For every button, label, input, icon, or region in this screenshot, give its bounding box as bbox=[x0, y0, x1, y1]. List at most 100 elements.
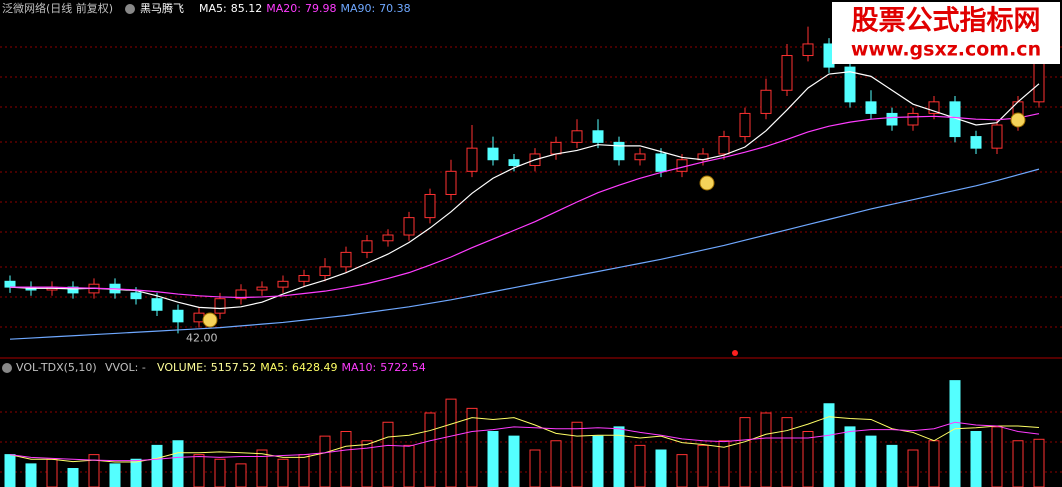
candle-body bbox=[277, 280, 289, 288]
volume-bar bbox=[697, 444, 709, 487]
candle-body bbox=[172, 309, 184, 323]
volume-bar bbox=[151, 444, 163, 487]
signals bbox=[202, 112, 1026, 356]
volume-bar bbox=[298, 454, 310, 487]
volume-bar bbox=[886, 444, 898, 487]
candle-body bbox=[445, 170, 457, 195]
volume-bar bbox=[592, 435, 604, 487]
candle-body bbox=[214, 298, 226, 314]
volume-bar bbox=[949, 380, 961, 487]
volume-bar bbox=[277, 458, 289, 487]
buy-signal-icon bbox=[202, 312, 218, 328]
volume-bar bbox=[487, 431, 499, 487]
candle-body bbox=[802, 43, 814, 57]
candle-body bbox=[298, 275, 310, 282]
candle-body bbox=[907, 112, 919, 126]
volume-bar bbox=[130, 458, 142, 487]
candle-body bbox=[151, 298, 163, 311]
candle-body bbox=[655, 153, 667, 172]
candle-body bbox=[4, 280, 16, 288]
buy-signal-icon bbox=[699, 175, 715, 191]
menu-icon[interactable] bbox=[125, 4, 135, 14]
volume-bar bbox=[214, 458, 226, 487]
legend-text: MA5: bbox=[260, 361, 288, 374]
watermark-url: www.gsxz.com.cn bbox=[851, 39, 1041, 61]
header-bg bbox=[0, 0, 400, 17]
candle-body bbox=[676, 159, 688, 172]
candle-body bbox=[613, 141, 625, 161]
volume-bar bbox=[256, 449, 268, 487]
candle-body bbox=[508, 159, 520, 167]
candle-body bbox=[382, 234, 394, 242]
volume-bar bbox=[1012, 440, 1024, 487]
volume-bar bbox=[970, 431, 982, 487]
volume-bar bbox=[760, 412, 772, 487]
price-legend: MA5: 85.12 MA20: 79.98 MA90: 70.38 bbox=[199, 2, 411, 15]
volume-bar bbox=[571, 421, 583, 487]
volume-bar bbox=[361, 440, 373, 487]
volume-bar bbox=[529, 449, 541, 487]
candle-body bbox=[319, 266, 331, 277]
volume-bar bbox=[319, 435, 331, 487]
volume-bar bbox=[739, 417, 751, 487]
volume-bar bbox=[844, 426, 856, 487]
volume-bar bbox=[67, 468, 79, 487]
legend-text: 85.12 bbox=[231, 2, 263, 15]
ma-line bbox=[10, 112, 1040, 299]
legend-text: MA10: bbox=[342, 361, 377, 374]
volume-bar bbox=[340, 431, 352, 487]
candle-body bbox=[886, 112, 898, 126]
watermark: 股票公式指标网 www.gsxz.com.cn bbox=[832, 2, 1060, 64]
vol-title: VOL-TDX(5,10) bbox=[16, 361, 97, 374]
volume-bar bbox=[109, 463, 121, 487]
volume-bar bbox=[802, 431, 814, 487]
candle-body bbox=[760, 89, 772, 114]
watermark-bg bbox=[832, 2, 1060, 64]
header: 泛微网络(日线 前复权) 黑马腾飞 MA5: 85.12 MA20: 79.98 MA9… bbox=[0, 0, 460, 375]
volume-bar bbox=[46, 458, 58, 487]
volume-bar bbox=[382, 421, 394, 487]
candle-body bbox=[844, 66, 856, 103]
volume-bar bbox=[550, 440, 562, 487]
legend-text: MA90: bbox=[340, 2, 375, 15]
candle-body bbox=[193, 312, 205, 323]
candle-body bbox=[592, 130, 604, 143]
legend-text: 5157.52 bbox=[211, 361, 257, 374]
legend-text: 5722.54 bbox=[380, 361, 426, 374]
volume-bar bbox=[991, 426, 1003, 487]
vol-legend: VOLUME: 5157.52 MA5: 6428.49 MA10: 5722.54 bbox=[157, 361, 426, 374]
candle-body bbox=[487, 147, 499, 161]
candle-body bbox=[130, 292, 142, 300]
volume-bar bbox=[4, 454, 16, 487]
candle-body bbox=[340, 251, 352, 268]
candle-body bbox=[256, 286, 268, 291]
candle-body bbox=[634, 153, 646, 161]
candle-body bbox=[781, 55, 793, 91]
candle-body bbox=[403, 217, 415, 236]
candle-body bbox=[718, 136, 730, 155]
low-label: 42.00 bbox=[186, 331, 218, 344]
ma-line bbox=[9, 168, 1040, 340]
vol-ma-line bbox=[9, 421, 1040, 462]
candle-body bbox=[571, 130, 583, 143]
candle-body bbox=[235, 289, 247, 300]
candle-body bbox=[361, 240, 373, 253]
volume-bar bbox=[25, 463, 37, 487]
legend-text: 6428.49 bbox=[292, 361, 338, 374]
candle-body bbox=[991, 124, 1003, 149]
candle-body bbox=[739, 112, 751, 138]
volume-bar bbox=[718, 440, 730, 487]
volume-bar bbox=[193, 454, 205, 487]
legend-text: VOLUME: bbox=[157, 361, 207, 374]
volume-bar bbox=[781, 417, 793, 487]
indicator-name: 黑马腾飞 bbox=[140, 1, 184, 15]
volume-bar bbox=[1033, 438, 1045, 487]
volume-bar bbox=[634, 444, 646, 487]
volume-bar bbox=[88, 454, 100, 487]
volume-bar bbox=[613, 426, 625, 487]
volume-bar bbox=[445, 398, 457, 487]
volume-bar bbox=[235, 463, 247, 487]
menu-icon[interactable] bbox=[2, 363, 12, 373]
